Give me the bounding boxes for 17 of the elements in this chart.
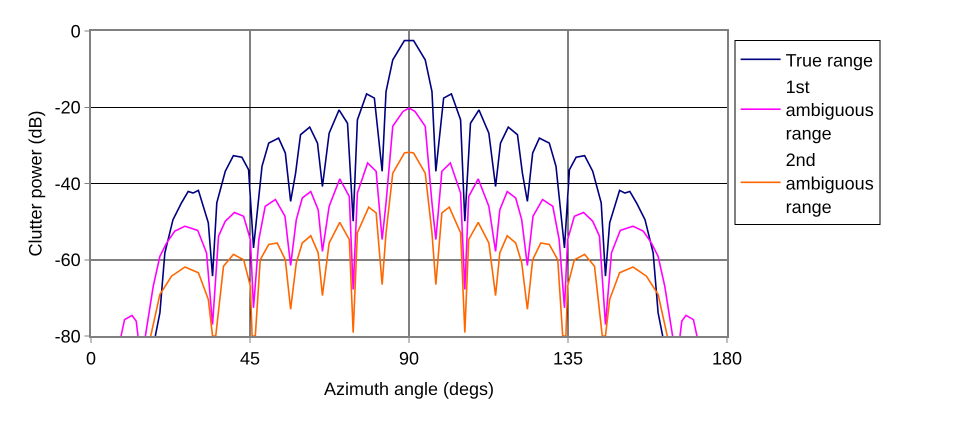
y-tick-label: -80 <box>54 326 81 346</box>
x-tick-label: 180 <box>712 348 742 368</box>
legend-label: True range <box>786 50 874 70</box>
line-series <box>154 40 664 336</box>
x-tick-label: 135 <box>552 348 584 368</box>
x-tick-label: 90 <box>398 348 420 368</box>
x-tick-label: 45 <box>240 348 260 368</box>
x-axis-title: Azimuth angle (degs) <box>324 378 494 399</box>
y-tick-label: -40 <box>54 174 81 194</box>
legend-label: 1st ambiguous range <box>786 76 874 144</box>
x-tick-label: 0 <box>86 348 96 368</box>
y-axis-title: Clutter power (dB) <box>25 110 46 257</box>
y-tick-label: 0 <box>70 21 81 42</box>
y-tick-label: -20 <box>54 98 81 118</box>
y-tick-label: -60 <box>54 250 81 270</box>
legend-label: 2nd ambiguous range <box>786 150 874 217</box>
line-series <box>150 151 668 336</box>
